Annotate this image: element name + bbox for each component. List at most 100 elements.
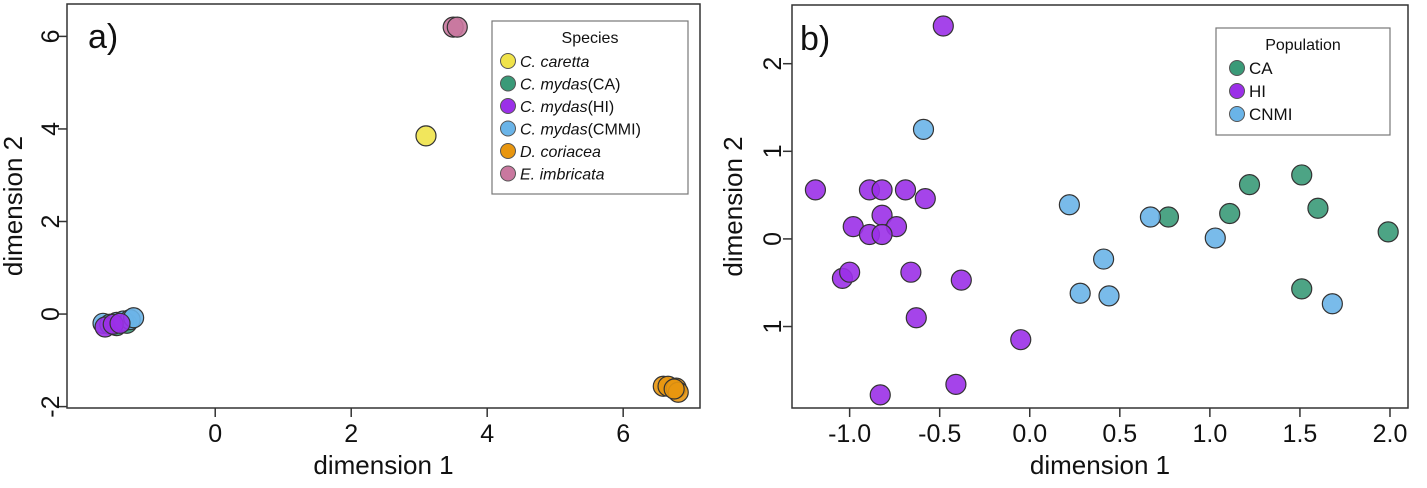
data-point-cnmi [1139,206,1162,228]
legend-label-italic: C. mydas [520,99,588,116]
legend-label: CA [1249,59,1273,78]
legend-item: C. mydas(CMMI) [500,120,641,139]
legend-item: HI [1229,82,1266,101]
panel-b: -1.0 -0.5 0.0 0.5 1.0 1.5 2.0 1 0 1 2 dimension 1 di… [718,4,1409,480]
y-tick-label: 2 [37,215,65,229]
data-point-hi [932,15,954,37]
legend-label-plain: HI [1249,82,1266,101]
legend-label-plain: (HI) [588,99,615,116]
legend-label: CNMI [1249,105,1292,124]
data-point-cnmi [1069,282,1091,304]
x-tick-label: 0 [208,420,222,448]
legend-item: E. imbricata [500,165,605,184]
legend-item: CA [1229,59,1273,78]
legend-marker [500,75,516,92]
y-tick-label: -2 [37,395,65,417]
legend-label-plain: CNMI [1249,105,1292,124]
data-point-hi [1010,329,1032,351]
legend-marker [500,53,516,69]
legend-label: C. mydas(HI) [520,99,614,116]
x-tick-label: -1.0 [828,420,871,448]
legend: Population CA HI CNMI [1215,27,1391,136]
legend-box [491,20,689,195]
y-tick-label: 0 [759,232,787,246]
plot-frame [66,3,701,409]
legend-marker [500,143,516,159]
legend-marker [1229,106,1245,122]
data-point-ca [1238,173,1261,196]
y-tick-label: 6 [37,29,65,43]
x-tick-label: 2.0 [1373,420,1408,448]
data-point-hi [950,269,972,291]
legend-item: CNMI [1229,105,1292,124]
data-point-hi [871,223,893,246]
legend-label-italic: C. mydas [520,122,588,139]
legend-label: D. coriacea [520,144,601,161]
legend-item: C. caretta [500,53,589,71]
x-axis-title: dimension 1 [1030,450,1170,480]
y-tick-label: 0 [37,307,65,321]
legend-item: D. coriacea [500,143,601,161]
data-point-hi [900,261,922,283]
legend-label-italic: C. mydas [520,77,588,94]
data-point-hi [804,179,827,201]
legend-marker [1229,83,1245,99]
legend-label: C. mydas(CA) [520,77,620,94]
legend-marker [500,98,516,114]
x-tick-label: 4 [480,420,494,448]
legend-marker [1229,60,1245,76]
legend-label: C. mydas(CMMI) [520,122,641,139]
data-point-ca [1157,206,1180,228]
panel-a: 0 2 4 6 -2 0 2 4 6 dimension 1 dimension 2 a) Specie… [0,3,701,480]
data-point-ca [1377,221,1399,243]
legend-label-plain: (CMMI) [588,122,641,139]
legend-label: C. caretta [520,54,589,71]
data-point-cnmi [1058,194,1080,216]
y-tick-label: 1 [759,320,787,334]
data-point-ca [1291,278,1313,300]
panel-label: a) [88,18,118,56]
legend-item: C. mydas(HI) [500,98,614,116]
legend-label-italic: D. coriacea [520,144,601,161]
y-axis-title: dimension 2 [0,136,28,276]
legend-title: Population [1265,37,1341,54]
y-tick-label: 2 [759,57,787,71]
x-tick-label: -0.5 [918,420,961,448]
x-tick-label: 2 [344,420,358,448]
x-tick-label: 1.5 [1283,420,1318,448]
data-point-cnmi [1321,293,1343,315]
legend-item: C. mydas(CA) [500,75,620,94]
x-tick-label: 1.0 [1192,420,1227,448]
data-point-hi [945,373,967,395]
y-axis-title: dimension 2 [718,136,748,276]
plot-frame [791,4,1409,409]
data-point-ca [1219,202,1241,225]
data-point-cnmi [1093,248,1115,270]
data-point-hi [839,261,861,283]
data-point-cnmi [912,118,935,141]
data-point-d-coriacea [663,378,685,400]
legend-marker [500,120,516,137]
data-point-cnmi [1204,227,1226,249]
legend-marker [500,165,516,182]
data-point-ca [1291,164,1313,186]
data-point-hi [894,179,917,201]
x-tick-label: 0.5 [1102,420,1137,448]
legend-label-plain: (CA) [588,77,621,94]
legend-label: E. imbricata [520,167,605,184]
x-tick-label: 0.0 [1012,420,1047,448]
x-tick-label: 6 [616,420,630,448]
y-tick-label: 1 [759,144,787,158]
legend-label-italic: E. imbricata [520,167,605,184]
legend-box [1215,27,1391,136]
data-point-hi [905,307,927,329]
legend-label-plain: CA [1249,59,1273,78]
legend-title: Species [562,30,619,47]
legend-label: HI [1249,82,1266,101]
data-point-c-caretta [415,125,437,147]
data-point-c-mydas-hi- [109,312,131,334]
data-point-hi [914,188,936,210]
data-point-ca [1307,197,1329,219]
